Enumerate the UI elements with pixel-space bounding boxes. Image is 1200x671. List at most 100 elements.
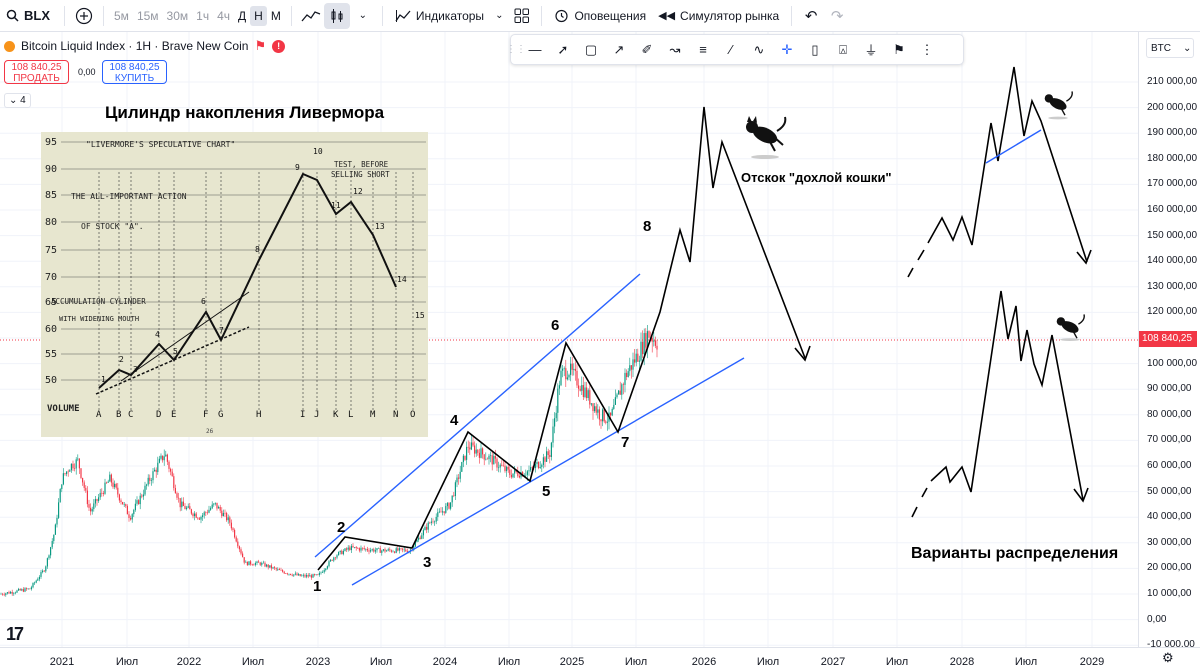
crosshair-icon[interactable]: ✛: [781, 41, 793, 57]
currency-selector[interactable]: BTC ⌄: [1146, 38, 1194, 58]
candle-body: [307, 575, 309, 577]
candle-body: [506, 466, 508, 472]
flag-tool-icon[interactable]: ⚑: [893, 41, 905, 57]
candle-body: [19, 588, 21, 591]
ray-icon[interactable]: ↗: [613, 41, 625, 57]
indicators-toggle[interactable]: ⌄ 4: [4, 93, 31, 108]
timeframe-1[interactable]: 15м: [136, 8, 159, 23]
line-chart-button[interactable]: [298, 3, 324, 29]
candle-body: [453, 495, 455, 497]
candle-chart-button[interactable]: [323, 2, 350, 29]
candle-body: [637, 353, 639, 362]
distribution-variant-1[interactable]: [927, 66, 1088, 263]
candle-body: [38, 576, 40, 580]
redo-button[interactable]: ↷: [824, 3, 850, 29]
candle-body: [461, 462, 463, 472]
candle-body: [586, 387, 588, 399]
forecast-wave-path[interactable]: [317, 106, 806, 571]
line-chart-icon: [301, 10, 321, 21]
price-tick: 150 000,00: [1147, 229, 1198, 241]
candle-body: [363, 548, 365, 550]
indicators-button[interactable]: Индикаторы ⌄: [389, 9, 510, 23]
fib-icon[interactable]: ⍓: [839, 41, 847, 57]
symbol-search[interactable]: BLX: [0, 0, 58, 31]
horizontal-line-icon[interactable]: —: [528, 42, 542, 57]
candle-body: [147, 477, 149, 485]
rectangle-icon[interactable]: ▢: [584, 41, 598, 57]
timeframe-7[interactable]: М: [270, 8, 281, 23]
alerts-button[interactable]: Оповещения: [548, 8, 652, 23]
lv-test2: SELLING SHORT: [331, 170, 390, 179]
candle-body: [522, 472, 524, 477]
alert-icon[interactable]: !: [272, 39, 286, 53]
candles-tool-icon[interactable]: ▯: [811, 41, 819, 57]
polyline-icon[interactable]: ∿: [753, 41, 765, 57]
timeframe-5[interactable]: Д: [238, 8, 247, 23]
channel-lower-line[interactable]: [351, 357, 745, 586]
candle-body: [288, 573, 290, 575]
flag-icon[interactable]: ⚑: [254, 38, 267, 53]
channel-upper-line[interactable]: [314, 273, 641, 558]
eraser-icon[interactable]: ⏚: [864, 43, 878, 58]
candle-body: [496, 458, 498, 468]
candle-body: [539, 466, 541, 469]
candle-body: [270, 565, 272, 569]
add-symbol-button[interactable]: [71, 3, 97, 29]
lv-point-number: 9: [295, 163, 300, 172]
price-tick: 100 000,00: [1147, 357, 1198, 369]
candle-body: [291, 574, 293, 576]
parallel-channel-icon[interactable]: ≡: [699, 42, 707, 57]
candle-body: [536, 461, 538, 465]
candle-body: [54, 524, 56, 535]
price-tick: 50 000,00: [1147, 485, 1192, 497]
undo-button[interactable]: ↶: [798, 3, 824, 29]
distribution-trendline[interactable]: [985, 129, 1042, 164]
lv-point-number: 8: [255, 245, 260, 254]
candle-body: [629, 365, 631, 372]
trend-line-icon[interactable]: ➚: [557, 41, 569, 57]
path-icon[interactable]: ↝: [669, 41, 681, 57]
timeframe-0[interactable]: 5м: [114, 8, 129, 23]
candle-body: [614, 397, 616, 405]
price-tick: 140 000,00: [1147, 255, 1198, 267]
timeframe-4[interactable]: 4ч: [217, 8, 231, 23]
drag-handle-icon[interactable]: ⋮⋮: [506, 44, 526, 55]
timeframe-3[interactable]: 1ч: [196, 8, 210, 23]
timeframe-6[interactable]: Н: [250, 5, 267, 26]
candle-body: [149, 477, 151, 481]
candle-body: [182, 501, 184, 507]
candle-body: [554, 418, 556, 427]
brush-icon[interactable]: ✐: [641, 41, 653, 57]
redo-icon: ↷: [830, 7, 844, 25]
legend-title[interactable]: Bitcoin Liquid Index · 1H · Brave New Co…: [21, 39, 249, 53]
lv-cyl-lower: [120, 291, 250, 382]
settings-gear-icon[interactable]: ⚙: [1162, 650, 1174, 665]
candle-body: [98, 497, 100, 501]
candle-body: [181, 501, 183, 508]
time-axis[interactable]: 2021 Июл 2022 Июл 2023 Июл 2024 Июл 2025 Июл 2026 И…: [0, 647, 1200, 671]
time-tick: 2027: [820, 656, 846, 668]
candle-body: [32, 583, 34, 588]
price-tick: 210 000,00: [1147, 76, 1198, 87]
candle-body: [562, 368, 564, 371]
replay-button[interactable]: ◀◀ Симулятор рынка: [652, 9, 785, 23]
candle-body: [626, 372, 628, 377]
candle-body: [325, 568, 327, 571]
sell-button[interactable]: 108 840,25 ПРОДАТЬ: [4, 60, 69, 84]
candle-body: [232, 528, 234, 530]
tradingview-logo[interactable]: 17: [6, 624, 24, 644]
timeframe-2[interactable]: 30м: [166, 8, 189, 23]
candle-body: [398, 548, 400, 551]
layouts-button[interactable]: [509, 3, 535, 29]
candle-body: [211, 504, 213, 509]
chart-type-dropdown[interactable]: ⌄: [350, 3, 376, 29]
buy-button[interactable]: 108 840,25 КУПИТЬ: [102, 60, 167, 84]
candle-body: [339, 550, 341, 553]
candle-body: [245, 561, 247, 563]
extended-line-icon[interactable]: ∕: [729, 42, 733, 57]
candle-body: [195, 513, 197, 518]
lv-xletter: E: [171, 410, 176, 420]
more-icon[interactable]: ⋮: [920, 41, 934, 57]
candle-body: [450, 502, 452, 509]
distribution-variant-2[interactable]: [930, 290, 1084, 501]
